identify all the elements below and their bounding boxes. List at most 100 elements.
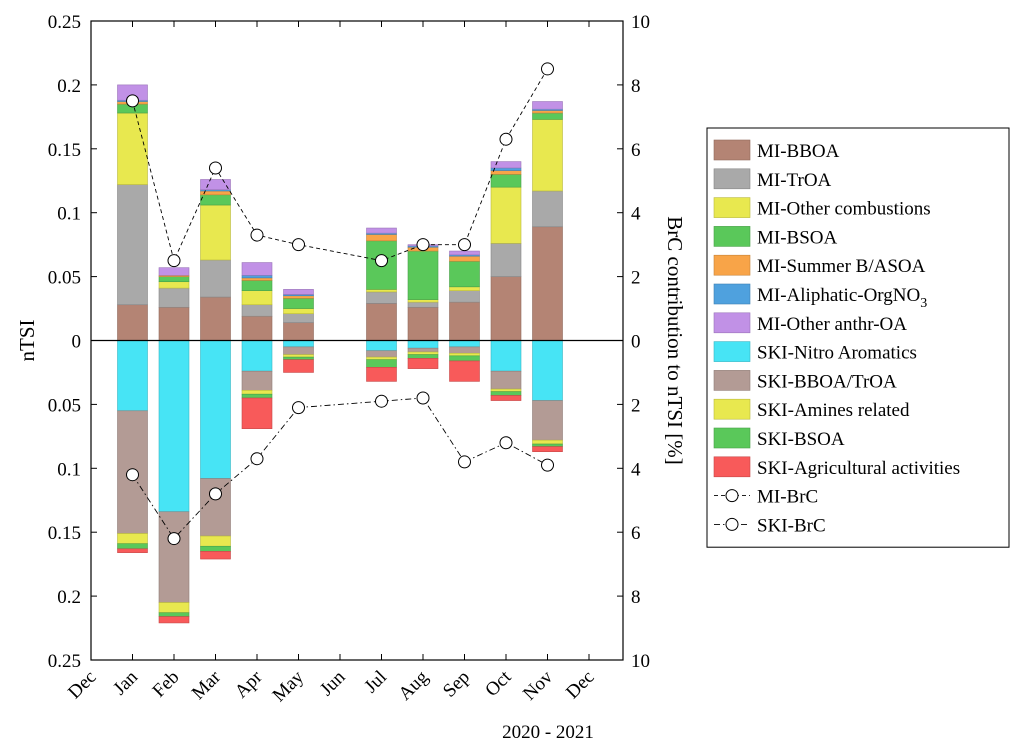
y-right-tick-label: 2 [631,268,641,289]
ski-bar-segment-sep [449,352,480,357]
y-right-tick-label: 0 [631,332,641,353]
mi-bar-segment-sep [449,286,480,291]
mi-bar-segment-apr [241,315,273,341]
legend-swatch [713,312,751,334]
ski-bar-segment-sep [449,340,480,348]
mi-bar-segment-mar [200,259,231,298]
y-left-axis-title: nTSI [15,319,39,361]
mi-bar-segment-aug [407,301,439,308]
mi-bar-segment-feb [158,276,190,283]
y-left-tick-label: 0.05 [48,268,81,289]
mi-brc-marker-apr [250,228,264,242]
mi-bar-segment-may [283,322,314,341]
mi-bar-segment-aug [407,299,439,303]
mi-bar-segment-oct [490,161,522,169]
y-left-tick-label: 0.2 [57,587,81,608]
ski-brc-marker-jul [375,394,388,408]
y-right-tick-label: 8 [631,76,641,97]
x-tick-label: Aug [395,666,433,704]
x-tick-label: Mar [188,666,226,704]
mi-brc-marker-may [292,238,305,252]
mi-bar-segment-oct [490,276,522,341]
ski-bar-segment-jan [117,543,148,550]
ski-bar-segment-feb [158,602,190,614]
legend-box [706,127,1010,548]
legend-label-subscript: 3 [920,296,927,311]
ski-bar-segment-apr [241,397,273,429]
legend: MI-BBOA MI-TrOA MI-Other combustions MI-BSO… [706,127,1010,548]
x-tick-label: Feb [149,667,184,702]
mi-brc-marker-mar [209,161,222,175]
ski-brc-line [132,397,548,540]
mi-bar-segment-jan [117,304,148,341]
mi-bar-segment-jul [366,234,397,242]
mi-bar-segment-apr [241,304,273,317]
ski-bar-segment-feb [158,616,190,624]
x-tick-label: Sep [439,667,474,702]
mi-bar-segment-apr [241,275,273,279]
mi-bar-segment-may [283,308,314,314]
legend-swatch [713,139,751,161]
ski-bar-segment-may [283,354,314,358]
legend-label: MI-BrC [757,487,818,508]
ski-bar-segment-may [283,356,314,360]
ski-bar-segment-apr [241,370,273,391]
y-left-tick-label: 0.1 [57,204,81,225]
ski-bar-segment-may [283,359,314,373]
ski-brc-marker-mar [209,487,222,501]
ski-bar-segment-oct [490,391,522,396]
mi-bar-segment-feb [158,267,190,276]
legend-swatch [713,168,751,190]
ski-bar-segment-aug [407,347,439,353]
mi-brc-marker-feb [167,254,181,268]
y-left-tick-label: 0.1 [57,459,81,480]
ski-brc-marker-apr [250,452,264,466]
ski-brc-marker-feb [167,532,181,546]
ski-bar-segment-jul [366,350,397,358]
mi-brc-marker-sep [458,238,471,252]
ski-bar-segment-sep [449,355,480,362]
mi-bar-segment-oct [490,170,522,175]
ski-bar-segment-mar [200,545,231,552]
ski-bar-segment-may [283,340,314,348]
ticks-group: 0.25 0.2 0.15 0.1 0.05 0 0.05 0.1 0.15 0.2 0.25 10 8… [15,12,687,743]
ski-bar-segment-jul [366,359,397,368]
x-tick-label: May [269,666,309,706]
mi-bar-segment-feb [158,306,190,341]
mi-bar-segment-mar [200,204,231,261]
x-tick-label: Jul [360,667,391,698]
ski-bar-segment-jan [117,340,148,412]
y-right-tick-label: 6 [631,140,641,161]
ski-bar-segment-apr [241,340,273,372]
mi-brc-marker-jul [375,254,388,268]
ski-bar-segment-aug [407,358,439,369]
mi-bar-segment-nov [532,101,563,110]
legend-label: SKI-BBOA/TrOA [757,371,897,392]
legend-swatch [713,283,751,305]
ski-bar-segment-oct [490,370,522,390]
y-left-tick-label: 0.25 [48,651,81,672]
mi-bar-segment-aug [407,250,439,300]
ski-bar-segment-apr [241,390,273,395]
legend-swatch [713,456,751,478]
ski-brc-marker-oct [499,436,513,450]
y-left-tick-label: 0.15 [48,140,81,161]
y-left-tick-label: 0.05 [48,395,81,416]
mi-bar-segment-mar [200,296,231,341]
legend-label: MI-Other anthr-OA [757,314,907,335]
legend-swatch [713,197,751,218]
mi-bar-segment-jul [366,303,397,341]
y-left-tick-label: 0.2 [57,76,81,97]
mi-bar-segment-jul [366,227,397,234]
y-right-tick-label: 2 [631,395,641,416]
x-tick-label: Nov [519,666,557,704]
y-left-tick-label: 0.25 [48,12,81,33]
ski-bar-segment-nov [532,400,563,441]
y-right-tick-label: 6 [631,523,641,544]
mi-bar-segment-may [283,313,314,323]
mi-bar-segment-nov [532,110,563,114]
legend-swatch [713,427,751,449]
mi-bar-segment-feb [158,281,190,289]
legend-label: MI-BSOA [757,227,838,248]
ski-bar-segment-apr [241,393,273,399]
